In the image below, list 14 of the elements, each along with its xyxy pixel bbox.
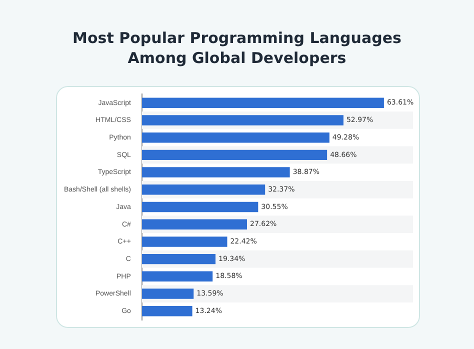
- bar: [142, 132, 330, 143]
- bar: [142, 306, 192, 316]
- bar: [142, 236, 228, 247]
- chart-title: Most Popular Programming Languages Among Global Developers: [72, 28, 402, 68]
- bar: [142, 288, 194, 299]
- bar: [142, 98, 384, 108]
- bar: [142, 184, 266, 195]
- bar: [142, 115, 344, 126]
- bar: [142, 219, 248, 230]
- bar: [142, 254, 216, 264]
- bar: [142, 271, 213, 282]
- bar: [142, 150, 328, 160]
- bar: [142, 202, 258, 212]
- bar: [142, 167, 290, 178]
